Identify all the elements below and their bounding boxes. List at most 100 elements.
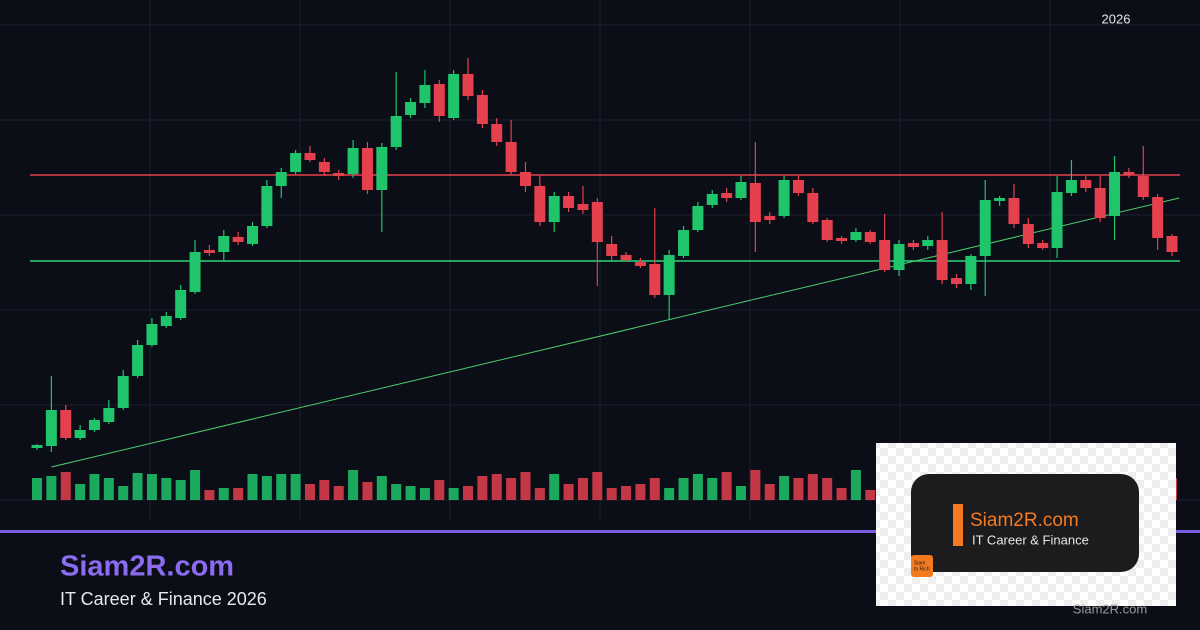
volume-bar	[721, 472, 732, 500]
volume-bar	[348, 470, 359, 500]
volume-bar	[132, 473, 143, 500]
logo-tagline: IT Career & Finance	[972, 532, 1089, 547]
candle-body	[290, 153, 302, 172]
candle-body	[31, 445, 43, 448]
candle-body	[634, 262, 646, 266]
logo-title: Siam2R.com	[970, 510, 1079, 531]
candle-body	[692, 206, 704, 230]
volume-bar	[118, 486, 129, 500]
candle-body	[950, 278, 962, 284]
candle-body	[361, 148, 373, 190]
candle-body	[218, 236, 230, 252]
candle-body	[232, 237, 244, 242]
candle-body	[275, 172, 287, 186]
volume-bar	[89, 474, 100, 500]
logo-panel	[911, 474, 1139, 572]
divider	[0, 530, 1200, 533]
candle-body	[864, 232, 876, 242]
candle-body	[433, 84, 445, 116]
candle-body	[1152, 197, 1164, 238]
candle-body	[419, 85, 431, 103]
candle-body	[333, 173, 345, 176]
candle-body	[936, 240, 948, 280]
candle-body	[1051, 192, 1063, 248]
candle-body	[117, 376, 129, 408]
volume-bar	[376, 476, 387, 500]
candle-body	[649, 264, 661, 295]
volume-bar	[405, 486, 416, 500]
candle-body	[893, 244, 905, 270]
candle-body	[850, 232, 862, 240]
volume-bar	[103, 478, 114, 500]
candle-body	[318, 162, 330, 172]
candle-body	[376, 147, 388, 190]
volume-bar	[635, 484, 646, 500]
trend-line	[51, 197, 1180, 468]
candle-body	[405, 102, 417, 115]
candle-body	[663, 255, 675, 295]
candle-body	[534, 186, 546, 222]
volume-bar	[261, 476, 272, 500]
candle-body	[491, 124, 503, 142]
candle-body	[879, 240, 891, 270]
volume-bar	[822, 478, 833, 500]
candle-body	[792, 180, 804, 193]
candle-body	[907, 243, 919, 247]
volume-bar	[463, 486, 474, 500]
candle-body	[247, 226, 259, 244]
watermark: Siam2R.com	[1073, 601, 1147, 616]
candle-body	[922, 240, 934, 246]
volume-bar	[304, 484, 315, 500]
candle-body	[88, 420, 100, 430]
volume-bar	[735, 486, 746, 500]
candle-body	[1109, 172, 1121, 216]
volume-bar	[750, 470, 761, 500]
candle-body	[103, 408, 115, 422]
candle-body	[390, 116, 402, 147]
volume-bar	[175, 480, 186, 500]
candle-body	[505, 142, 517, 172]
candle-body	[821, 220, 833, 240]
volume-bar	[477, 476, 488, 500]
candle-body	[74, 430, 86, 438]
volume-bar	[391, 484, 402, 500]
candle-body	[60, 410, 72, 438]
volume-bar	[491, 474, 502, 500]
volume-bar	[276, 474, 287, 500]
candle-body	[778, 180, 790, 216]
volume-bar	[865, 490, 876, 500]
volume-bar	[32, 478, 42, 500]
volume-bar	[247, 474, 258, 500]
volume-bar	[692, 474, 703, 500]
candle-body	[735, 182, 747, 198]
candle-body	[261, 186, 273, 226]
logo-bar	[953, 504, 963, 546]
volume-bar	[506, 478, 517, 500]
volume-bar	[577, 478, 588, 500]
volume-bar	[46, 476, 57, 500]
volume-bar	[534, 488, 545, 500]
candle-body	[146, 324, 158, 345]
volume-bar	[807, 474, 818, 500]
volume-bar	[448, 488, 459, 500]
volume-bar	[233, 488, 244, 500]
logo-badge-text: Siam	[914, 560, 925, 566]
volume-bar	[190, 470, 201, 500]
volume-bar	[60, 472, 71, 500]
candle-body	[1094, 188, 1106, 218]
candle-body	[1166, 236, 1178, 252]
candle-body	[189, 252, 201, 292]
volume-bar	[204, 490, 215, 500]
volume-bar	[621, 486, 632, 500]
candle-body	[304, 153, 316, 160]
volume-bar	[850, 470, 861, 500]
volume-bar	[649, 478, 660, 500]
volume-bar	[592, 472, 603, 500]
candle-body	[994, 198, 1006, 201]
candle-body	[175, 290, 187, 318]
candle-body	[1037, 243, 1049, 248]
candle-body	[577, 204, 589, 210]
candle-body	[519, 172, 531, 186]
